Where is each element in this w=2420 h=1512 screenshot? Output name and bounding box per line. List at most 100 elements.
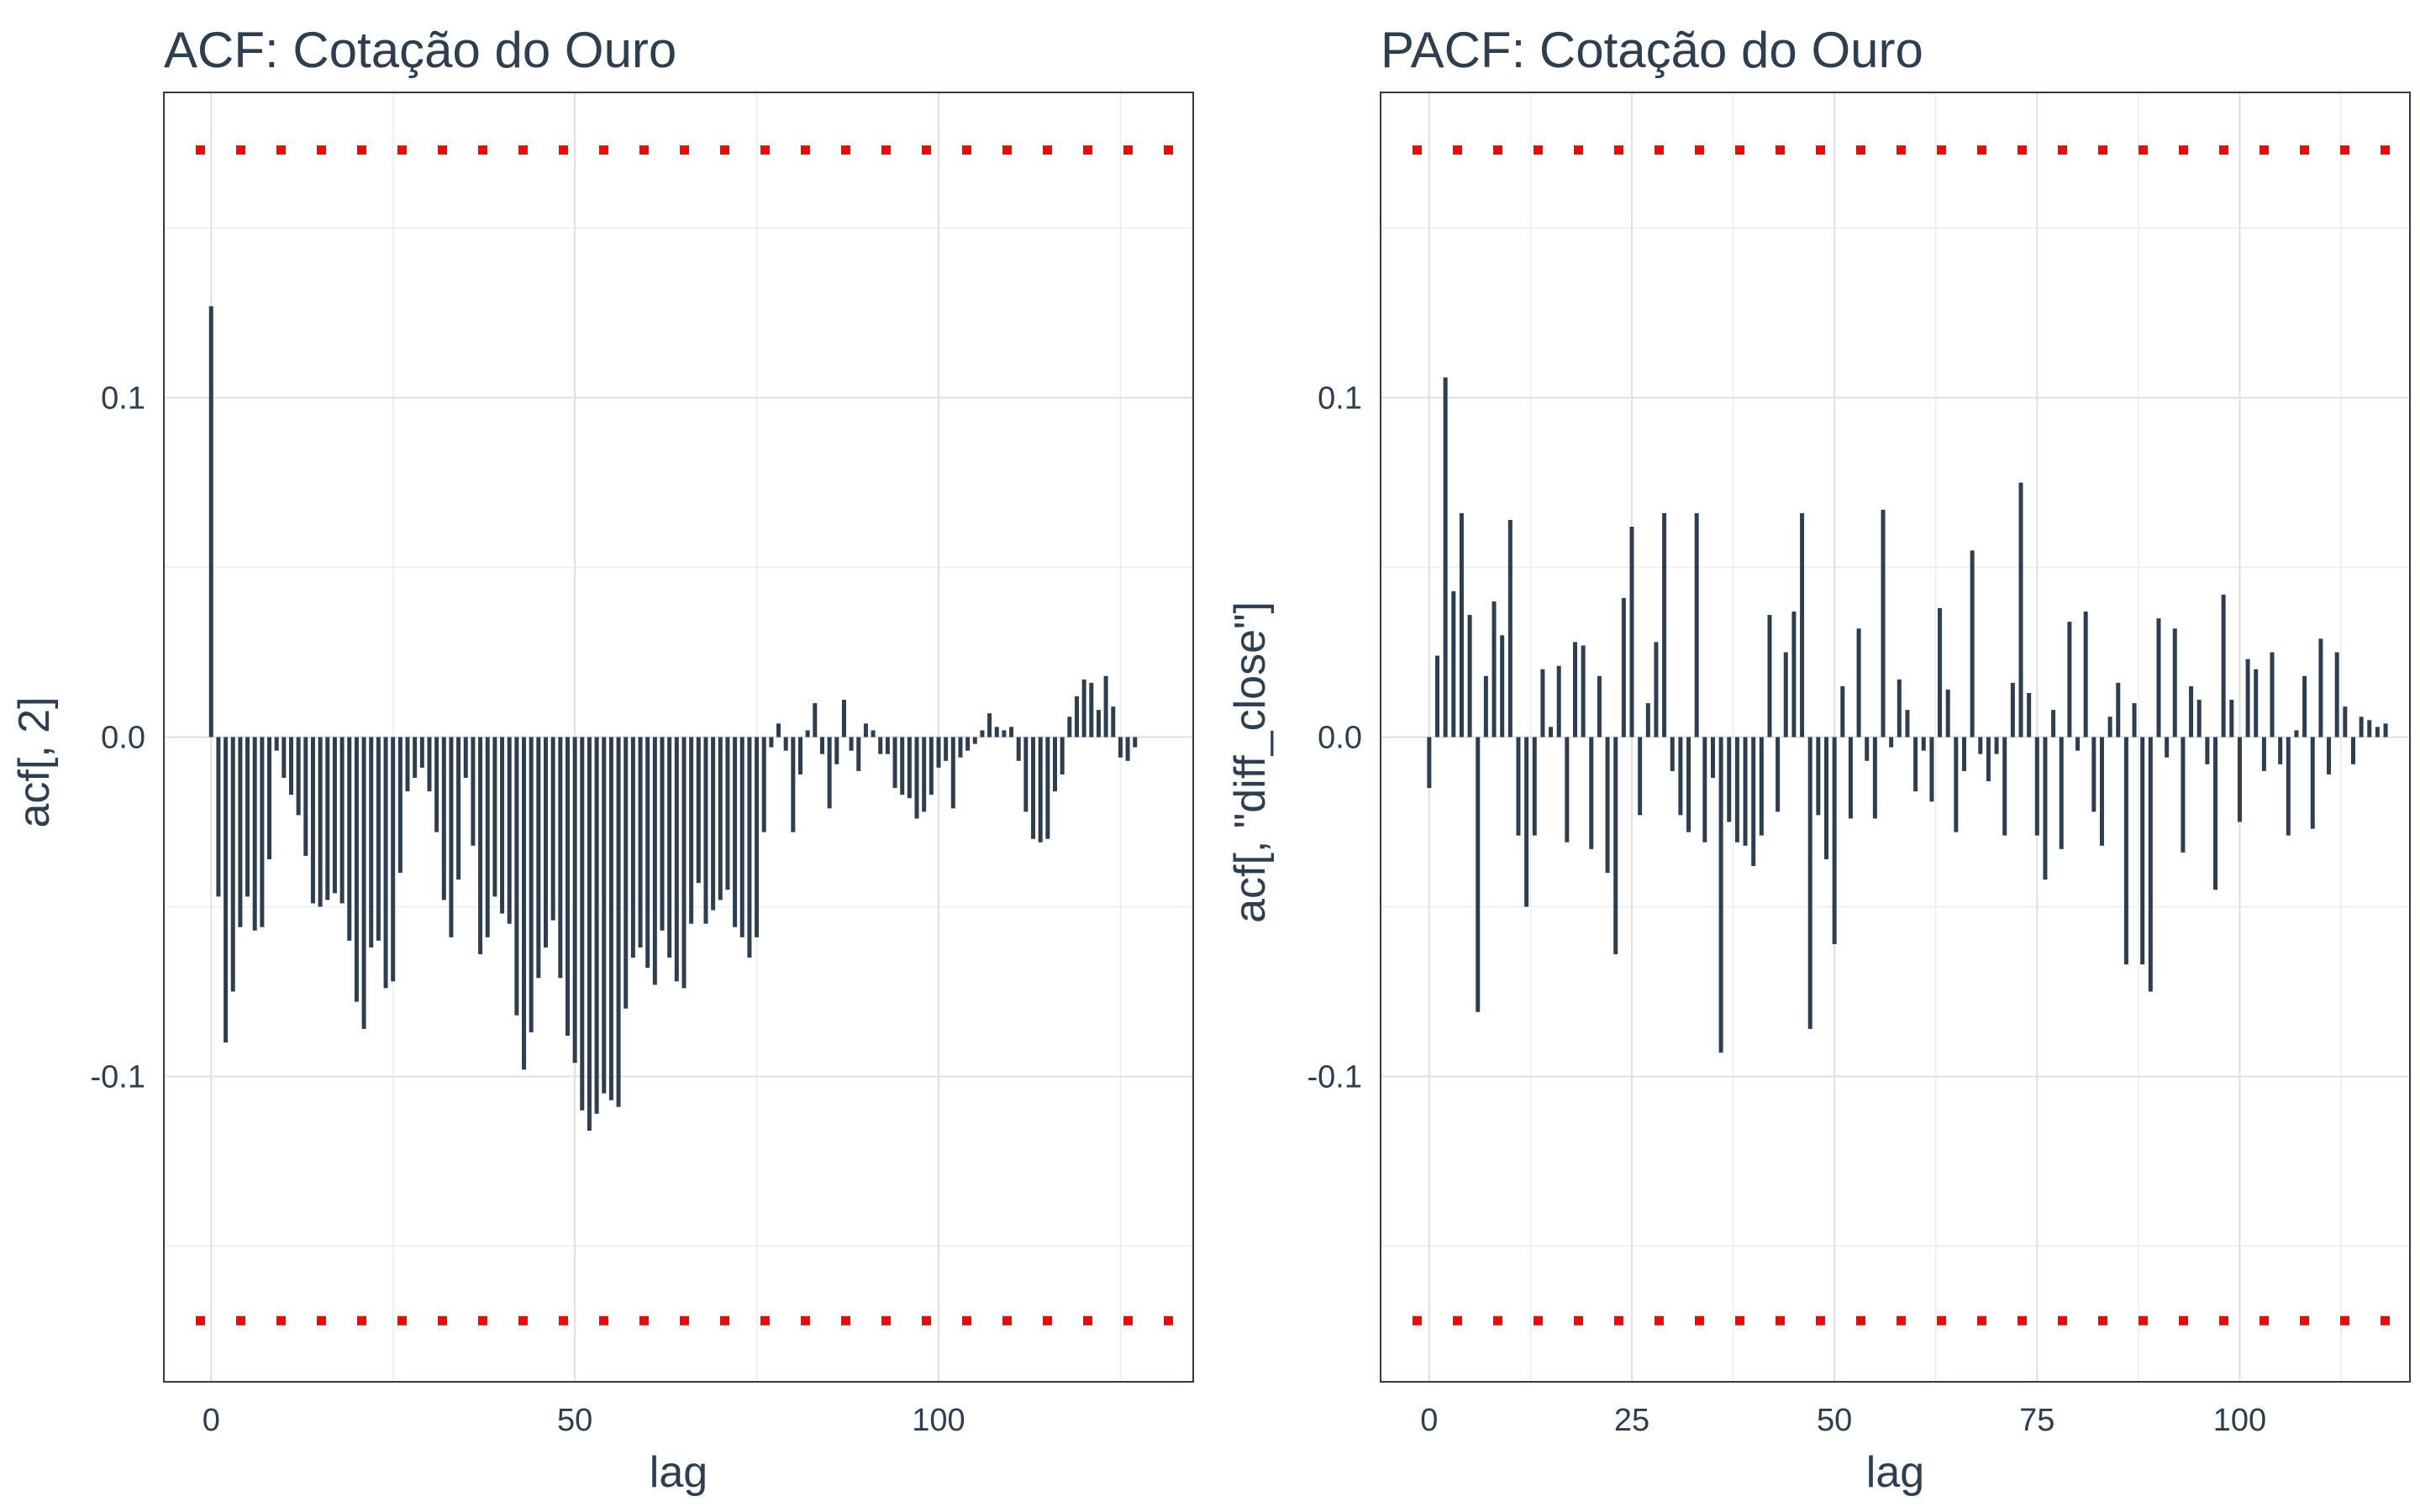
bar <box>733 737 738 927</box>
bar <box>427 737 432 792</box>
bar <box>391 737 396 982</box>
bar <box>1023 737 1028 812</box>
bar <box>1848 737 1853 819</box>
bar <box>1016 737 1021 761</box>
bar <box>1800 512 1805 738</box>
bar <box>2310 737 2315 829</box>
bar <box>260 737 265 927</box>
bar <box>1759 737 1764 836</box>
bar <box>478 737 483 955</box>
bar <box>2229 700 2234 738</box>
bar <box>558 737 563 979</box>
bar <box>616 737 621 1107</box>
x-axis-label: lag <box>1866 1448 1924 1497</box>
y-axis-label: acf[, "diff_close"] <box>1226 601 1275 923</box>
bar <box>2261 737 2266 771</box>
bar <box>1565 737 1570 843</box>
bar <box>449 737 454 937</box>
bar <box>2027 692 2032 738</box>
bar <box>2221 594 2226 738</box>
bar <box>1451 591 1456 738</box>
bar <box>711 737 716 911</box>
bar <box>1516 737 1521 836</box>
bar <box>2067 622 2072 738</box>
bar <box>630 737 635 958</box>
bar <box>339 737 345 904</box>
bar <box>819 737 824 754</box>
y-tick-label: -0.1 <box>1307 1059 1362 1095</box>
bar <box>776 723 781 738</box>
bar <box>1549 727 1554 738</box>
bar <box>1832 737 1837 944</box>
bar <box>1718 737 1723 1053</box>
bar <box>747 737 752 958</box>
bar <box>1621 597 1626 738</box>
bar <box>310 737 315 904</box>
bar <box>1118 737 1123 758</box>
bar <box>572 737 577 1063</box>
bar <box>1776 737 1781 812</box>
bar <box>492 737 497 897</box>
bar <box>354 737 359 1002</box>
bar <box>369 737 374 948</box>
y-tick-label: 0.0 <box>101 721 145 756</box>
y-axis-label: acf[, 2] <box>10 696 59 827</box>
bar <box>1089 682 1094 738</box>
bar <box>900 737 905 795</box>
bar <box>565 737 570 1036</box>
bar <box>2359 717 2364 738</box>
bar <box>2367 720 2372 738</box>
bar <box>2018 482 2023 738</box>
bar <box>1678 737 1683 816</box>
bar <box>2059 737 2064 849</box>
bar <box>594 737 599 1114</box>
bar <box>608 737 613 1100</box>
bar <box>289 737 294 795</box>
bar <box>1702 737 1707 843</box>
bar <box>950 737 955 809</box>
bar <box>238 737 243 927</box>
bar <box>1970 550 1975 738</box>
bar <box>500 737 505 914</box>
bar <box>944 737 949 761</box>
bar <box>1443 377 1448 738</box>
bar <box>2205 737 2210 764</box>
bar <box>1459 512 1464 738</box>
bar <box>1767 615 1772 738</box>
bar <box>252 737 257 931</box>
x-tick-label: 100 <box>2213 1403 2266 1438</box>
bar <box>1581 645 1586 738</box>
y-tick-label: 0.1 <box>1318 381 1362 417</box>
bar <box>652 737 657 985</box>
bar <box>208 306 213 738</box>
bar <box>2075 737 2081 751</box>
bar <box>1427 737 1432 789</box>
bar <box>755 737 760 937</box>
bar <box>1103 675 1108 738</box>
bar <box>1961 737 1966 771</box>
bar <box>2083 612 2088 738</box>
bar <box>1954 737 1959 832</box>
bar <box>936 737 941 768</box>
bar <box>296 737 301 816</box>
bar <box>718 737 723 900</box>
bar <box>1645 703 1650 738</box>
x-tick-label: 75 <box>2019 1403 2054 1438</box>
bar <box>2383 723 2388 738</box>
acf-panel: -0.1 0.0 0.1 0 50 100 ACF: Cotação do Ouro lag a… <box>10 22 1194 1497</box>
bar <box>1483 675 1488 738</box>
bar <box>878 737 883 754</box>
bar <box>1053 737 1058 792</box>
bar <box>2286 737 2291 836</box>
bar <box>696 737 701 884</box>
bar <box>2278 737 2283 764</box>
bar <box>980 730 985 738</box>
bar <box>2002 737 2007 836</box>
bar <box>1913 737 1918 792</box>
bar <box>965 737 971 751</box>
bar <box>2172 628 2177 738</box>
bar <box>1710 737 1715 778</box>
bar <box>761 737 766 832</box>
bar <box>1840 685 1845 738</box>
bar <box>2196 700 2202 738</box>
